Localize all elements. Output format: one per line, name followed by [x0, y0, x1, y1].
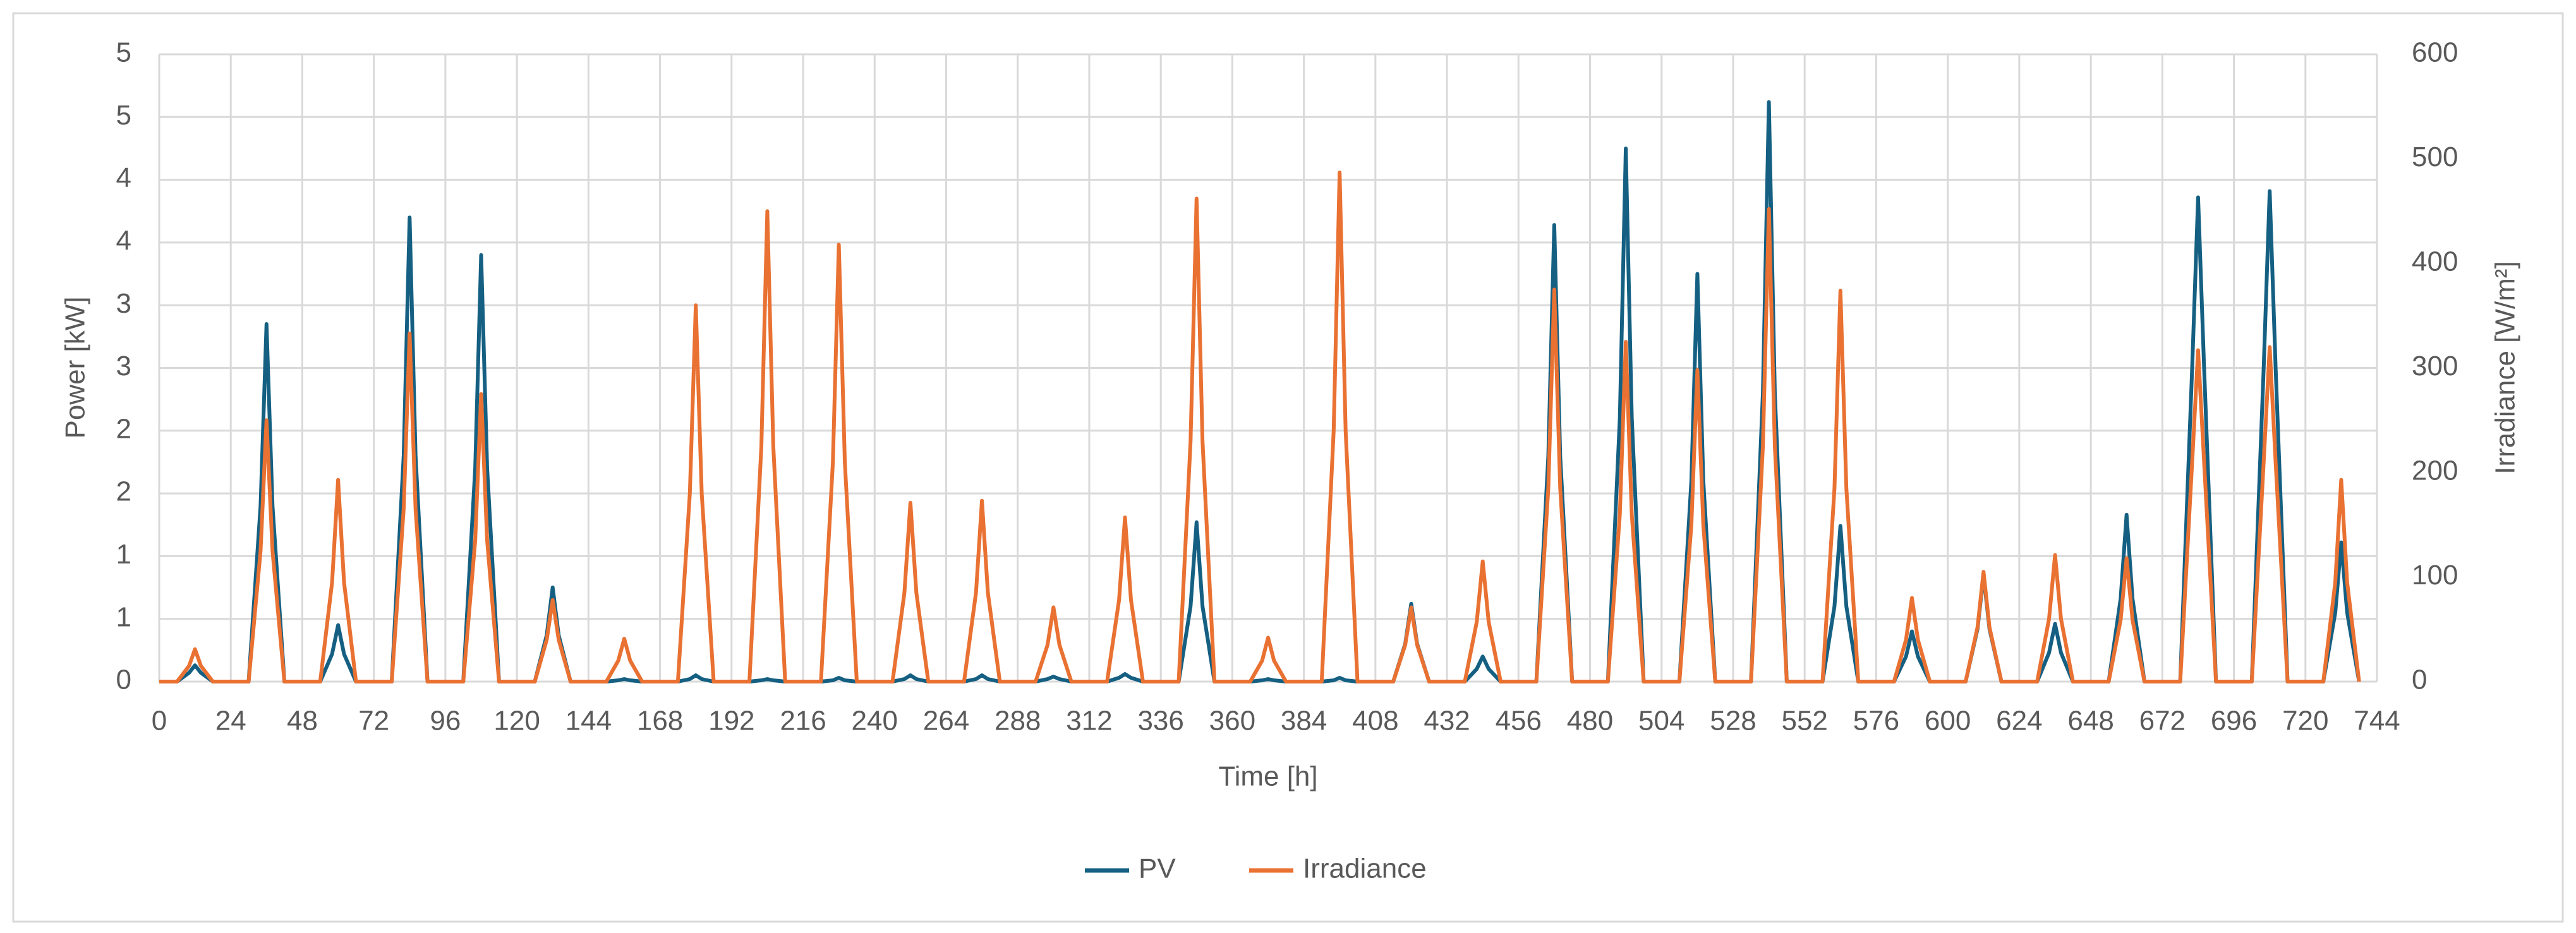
x-tick-label: 744 — [2354, 706, 2400, 737]
x-tick-label: 504 — [1638, 706, 1684, 737]
x-tick-label: 96 — [430, 706, 461, 737]
x-tick-label: 624 — [1996, 706, 2042, 737]
x-tick-label: 168 — [637, 706, 683, 737]
chart-border — [12, 12, 2564, 923]
y-tick-label: 0 — [116, 665, 131, 695]
x-tick-label: 384 — [1281, 706, 1327, 737]
x-tick-label: 528 — [1710, 706, 1756, 737]
y2-tick-label: 600 — [2412, 37, 2458, 68]
x-tick-label: 240 — [852, 706, 898, 737]
y-tick-label: 2 — [116, 413, 131, 444]
x-tick-label: 600 — [1925, 706, 1971, 737]
x-tick-label: 0 — [152, 706, 167, 737]
y2-tick-label: 100 — [2412, 560, 2458, 591]
x-tick-label: 24 — [215, 706, 246, 737]
x-tick-label: 264 — [923, 706, 969, 737]
y2-axis-title: Irradiance [W/m²] — [2490, 261, 2521, 474]
y2-tick-label: 400 — [2412, 246, 2458, 277]
x-tick-label: 408 — [1352, 706, 1398, 737]
x-tick-label: 288 — [995, 706, 1041, 737]
x-tick-label: 336 — [1137, 706, 1183, 737]
legend-label: Irradiance — [1303, 853, 1427, 884]
x-tick-label: 696 — [2211, 706, 2257, 737]
x-tick-label: 720 — [2282, 706, 2328, 737]
x-axis-title: Time [h] — [1218, 761, 1317, 792]
y2-tick-label: 500 — [2412, 141, 2458, 172]
x-tick-label: 72 — [358, 706, 389, 737]
x-tick-label: 360 — [1209, 706, 1255, 737]
series-line — [159, 171, 2361, 683]
y2-tick-label: 200 — [2412, 455, 2458, 486]
x-tick-label: 216 — [780, 706, 826, 737]
y2-tick-label: 0 — [2412, 665, 2427, 695]
x-tick-label: 456 — [1496, 706, 1542, 737]
y-tick-label: 1 — [116, 539, 131, 570]
y-axis-title: Power [kW] — [60, 297, 91, 439]
y-tick-label: 5 — [116, 100, 131, 131]
x-tick-label: 312 — [1066, 706, 1112, 737]
x-tick-label: 576 — [1853, 706, 1899, 737]
x-tick-label: 672 — [2139, 706, 2186, 737]
x-tick-label: 144 — [565, 706, 612, 737]
y-tick-label: 5 — [116, 37, 131, 68]
y-tick-label: 3 — [116, 351, 131, 382]
legend-label: PV — [1139, 853, 1176, 884]
y-tick-label: 1 — [116, 601, 131, 632]
y-tick-label: 2 — [116, 476, 131, 507]
x-tick-label: 120 — [493, 706, 540, 737]
y-tick-label: 4 — [116, 162, 131, 193]
x-tick-label: 192 — [708, 706, 754, 737]
x-tick-label: 432 — [1424, 706, 1470, 737]
x-tick-label: 480 — [1567, 706, 1613, 737]
y-tick-label: 3 — [116, 288, 131, 319]
x-tick-label: 552 — [1781, 706, 1827, 737]
x-tick-label: 648 — [2067, 706, 2113, 737]
x-tick-label: 48 — [287, 706, 318, 737]
y2-tick-label: 300 — [2412, 351, 2458, 382]
y-tick-label: 4 — [116, 226, 131, 256]
